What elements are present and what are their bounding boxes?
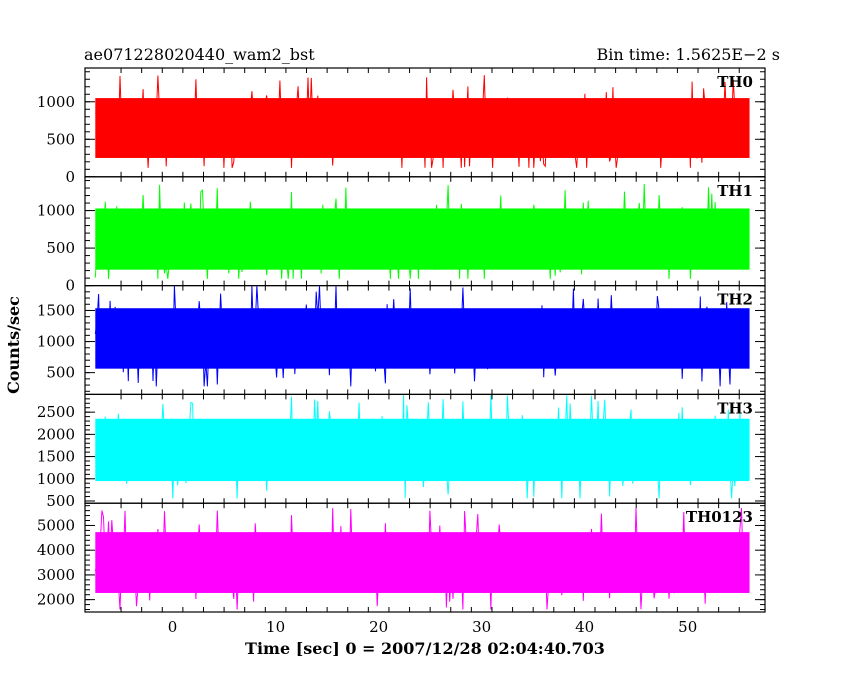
panel-th1: 0 500 1000 TH1	[37, 176, 766, 295]
x-axis: 0 10 20 30 40 50	[168, 618, 697, 636]
series-line-th1	[94, 183, 749, 279]
series-line-th0123	[94, 508, 749, 610]
x-axis-label: Time [sec] 0 = 2007/12/28 02:04:40.703	[245, 639, 605, 658]
y-tick-label: 500	[46, 130, 75, 148]
panel-th0: 0 500 1000 TH0	[37, 67, 766, 186]
x-tick-label: 30	[472, 618, 491, 636]
x-tick-label: 50	[678, 618, 697, 636]
y-tick-label: 1000	[37, 470, 75, 488]
y-tick-label: 0	[65, 168, 75, 186]
x-tick-label: 20	[369, 618, 388, 636]
chart-title-left: ae071228020440_wam2_bst	[84, 45, 315, 64]
y-tick-label: 2500	[37, 403, 75, 421]
y-tick-label: 500	[46, 239, 75, 257]
y-tick-label: 1000	[37, 202, 75, 220]
y-tick-label: 1000	[37, 93, 75, 111]
y-tick-label: 5000	[37, 516, 75, 534]
panel-th0123: 2000 3000 4000 5000 TH0123	[37, 502, 766, 613]
y-tick-label: 0	[65, 277, 75, 295]
x-tick-label: 40	[575, 618, 594, 636]
series-line-th0	[95, 75, 749, 168]
series-band-th0123	[95, 532, 750, 593]
y-tick-label: 500	[46, 492, 75, 510]
panel-label-th1: TH1	[717, 182, 753, 200]
panel-label-th3: TH3	[717, 399, 753, 417]
y-tick-label: 2000	[37, 591, 75, 609]
panel-frame	[84, 502, 766, 613]
y-tick-label: 500	[46, 364, 75, 382]
y-tick-label: 3000	[37, 566, 75, 584]
y-axis-label: Counts/sec	[4, 296, 23, 394]
panel-label-th0: TH0	[717, 73, 753, 91]
y-tick-label: 4000	[37, 541, 75, 559]
panel-label-th0123: TH0123	[686, 508, 753, 526]
x-tick-label: 10	[266, 618, 285, 636]
panel-th2: 500 1000 1500 TH2	[37, 285, 766, 396]
y-tick-label: 1000	[37, 333, 75, 351]
x-tick-label: 0	[168, 618, 178, 636]
chart-title-right: Bin time: 1.5625E−2 s	[597, 45, 780, 64]
panel-th3: 500 1000 1500 2000 2500 TH3	[37, 393, 766, 510]
y-tick-label: 2000	[37, 425, 75, 443]
panel-label-th2: TH2	[717, 291, 753, 309]
y-tick-label: 1500	[37, 448, 75, 466]
series-line-th2	[94, 285, 749, 387]
panels-group: 0 500 1000 TH0 0 500 1000 TH1 500 1000 1500 TH2 500 1…	[37, 67, 766, 613]
series-line-th3	[94, 394, 749, 499]
y-tick-label: 1500	[37, 301, 75, 319]
